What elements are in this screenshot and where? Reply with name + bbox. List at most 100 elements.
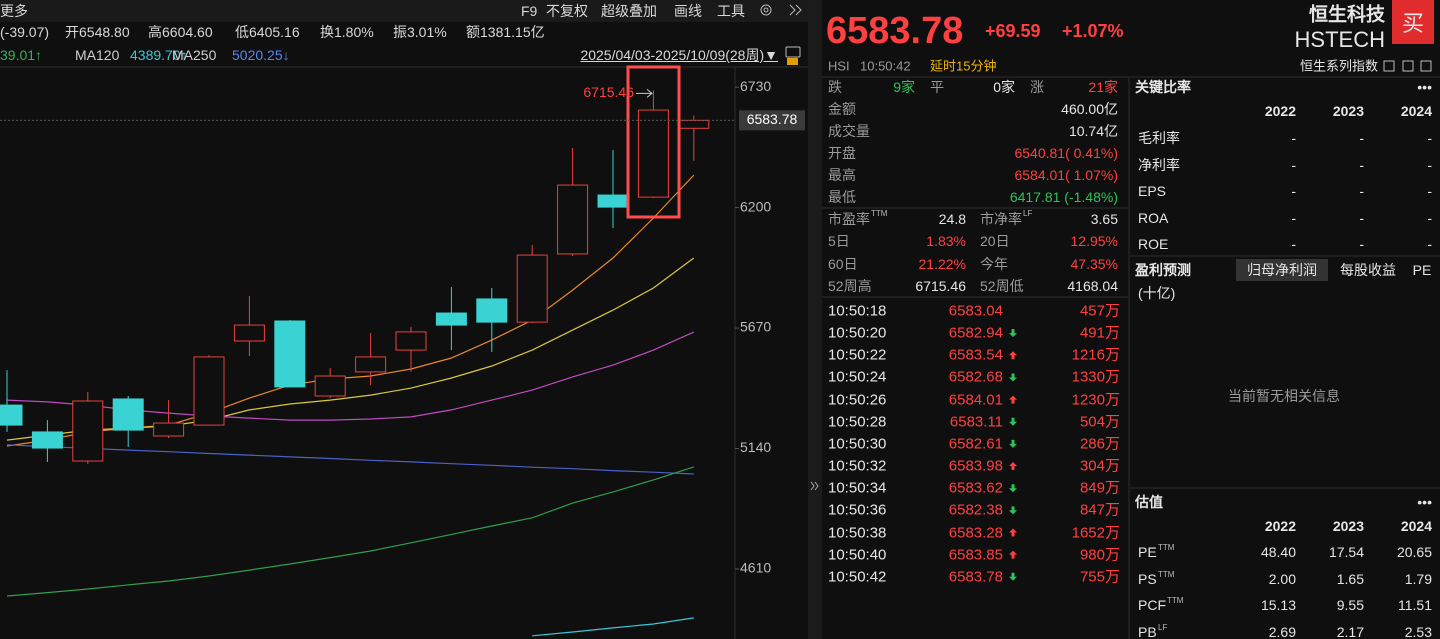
toolbar-button[interactable]: 画线 [674, 3, 702, 19]
cell-value: - [1359, 156, 1364, 173]
more-button[interactable]: ••• [1417, 79, 1432, 95]
stat-value: 3.65 [1090, 211, 1118, 227]
trade-time: 10:50:26 [828, 391, 887, 409]
breadth-label: 平 [930, 79, 944, 95]
quote-info: 高6604.60 [148, 24, 213, 40]
tab[interactable]: 归母净利润 [1247, 262, 1317, 278]
year-header: 2024 [1400, 518, 1432, 534]
stat-value: 4168.04 [1067, 277, 1118, 294]
trade-time: 10:50:28 [828, 413, 887, 431]
last-price: 6583.78 [826, 10, 964, 52]
more-button[interactable]: ••• [1417, 494, 1432, 510]
collapse-bar[interactable] [808, 0, 822, 639]
stat-label: 最高 [828, 167, 856, 183]
breadth-down: 9家 [893, 79, 915, 95]
stat-value: 6584.01( 1.07%) [1014, 167, 1118, 183]
year-header: 2023 [1332, 518, 1364, 534]
trade-direction [1009, 395, 1017, 404]
quote-info: 额1381.15亿 [466, 24, 545, 40]
buy-button[interactable] [1392, 0, 1434, 44]
buy-button[interactable]: 买 [1401, 11, 1425, 36]
cell-value: - [1427, 236, 1432, 252]
y-tick-label: 4610 [740, 560, 771, 576]
trade-price: 6583.54 [948, 346, 1003, 364]
cell-value: - [1291, 236, 1296, 252]
ma-line [6, 331, 695, 421]
toolbar-bg [0, 0, 808, 22]
tab[interactable]: 每股收益 [1340, 262, 1396, 278]
row-label-sup: TTM [1158, 543, 1175, 552]
row-label: PE [1138, 544, 1157, 560]
candle-body [395, 331, 427, 351]
cell-value: 2.00 [1268, 570, 1296, 587]
trade-price: 6583.28 [948, 524, 1003, 541]
stat-value: 1.83% [926, 233, 966, 250]
trade-direction [1009, 373, 1017, 382]
cell-value: - [1359, 183, 1364, 199]
toolbar-button[interactable]: 工具 [717, 3, 745, 19]
cell-value: - [1359, 130, 1364, 146]
trade-direction [1009, 550, 1017, 559]
trade-direction [1009, 462, 1017, 471]
candle-body [153, 422, 185, 437]
toolbar-button[interactable]: 超级叠加 [601, 3, 657, 19]
cell-value: 11.51 [1398, 597, 1432, 613]
stat-label: 开盘 [828, 145, 856, 161]
stat-value: 21.22% [918, 255, 966, 272]
tab[interactable]: PE [1412, 262, 1432, 278]
trade-price: 6583.04 [948, 302, 1003, 320]
candle-body [233, 324, 265, 342]
trade-direction [1009, 572, 1017, 581]
cell-value: 1.79 [1404, 570, 1432, 587]
date-range[interactable]: 2025/04/03-2025/10/09(28周)▼ [580, 47, 778, 63]
trade-time: 10:50:24 [828, 368, 887, 386]
row-label: ROA [1138, 209, 1169, 226]
toolbar-icons[interactable] [760, 4, 1432, 72]
trade-volume: 304万 [1079, 457, 1120, 475]
unit-label: (十亿) [1138, 285, 1176, 301]
toolbar-button[interactable]: F9 [521, 3, 538, 19]
row-label: 毛利率 [1138, 130, 1180, 146]
candle-body [597, 194, 629, 208]
stat-value: 6417.81 (-1.48%) [1009, 189, 1118, 205]
row-label: PCF [1138, 597, 1166, 613]
stat-label: 60日 [828, 255, 858, 272]
trade-time: 10:50:38 [828, 524, 887, 541]
trade-time: 10:50:30 [828, 435, 887, 453]
y-tick-label: 6200 [740, 198, 771, 214]
trade-direction [1009, 506, 1017, 515]
stat-label: 市净率 [980, 211, 1022, 227]
quote-info: 低6405.16 [235, 24, 300, 40]
ma-line [6, 174, 695, 447]
stat-label: 今年 [980, 255, 1008, 272]
index-family: 恒生系列指数 [1299, 58, 1378, 74]
highlight-box [626, 65, 681, 219]
section-title: 估值 [1135, 494, 1163, 510]
toolbar-button[interactable]: 不复权 [546, 3, 588, 19]
trade-direction [1009, 484, 1017, 493]
row-label: EPS [1138, 183, 1167, 199]
cell-value: 2.53 [1404, 623, 1432, 639]
cell-value: 48.40 [1260, 544, 1296, 560]
collapse-icon[interactable] [810, 481, 819, 491]
candle-body [476, 298, 508, 323]
active-tab-bg [1236, 259, 1328, 281]
trade-volume: 491万 [1079, 324, 1120, 342]
stat-value: 10.74亿 [1068, 123, 1118, 139]
cell-value: - [1427, 130, 1432, 146]
ma-label: MA120 [75, 47, 120, 63]
menu-more[interactable]: 更多 [0, 3, 28, 19]
candle-body [557, 184, 589, 255]
stat-label: 52周高 [828, 277, 872, 294]
row-label: ROE [1138, 236, 1169, 252]
stat-label: 20日 [980, 233, 1010, 250]
candle-body [193, 356, 225, 426]
trade-time: 10:50:34 [828, 479, 887, 497]
candle-body [112, 398, 144, 431]
section-title: 盈利预测 [1135, 262, 1191, 278]
y-tick-label: 5140 [740, 439, 771, 455]
candle-body [72, 400, 104, 462]
quote-info: 开6548.80 [65, 24, 130, 40]
ma-label: 39.01↑ [0, 47, 43, 63]
trade-price: 6583.85 [948, 546, 1003, 564]
